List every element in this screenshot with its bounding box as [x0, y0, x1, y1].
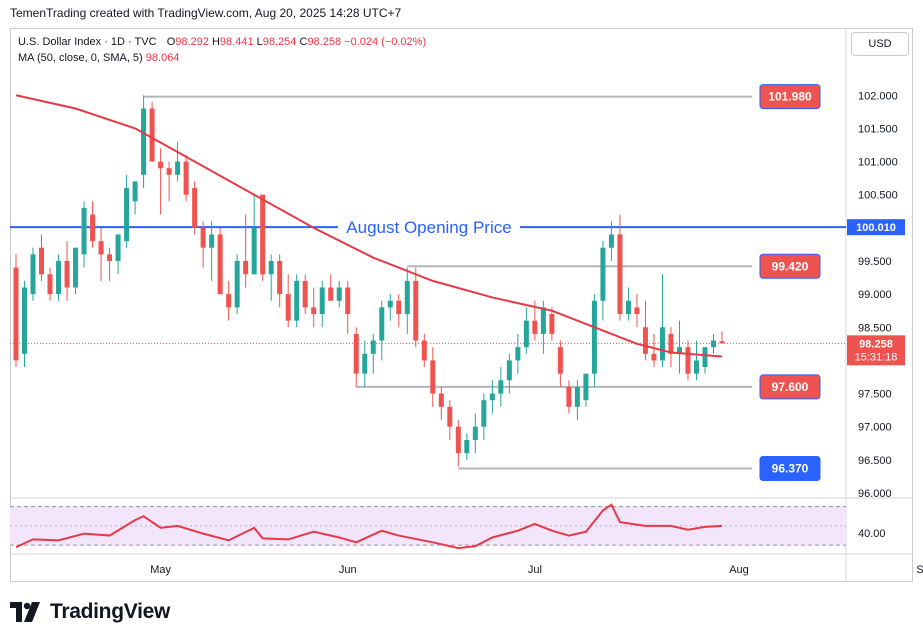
ma-label[interactable]: MA (50, close, 0, SMA, 5) — [18, 52, 143, 64]
symbol-legend: U.S. Dollar Index · 1D · TVC O98.292 H98… — [18, 36, 426, 48]
symbol-name[interactable]: U.S. Dollar Index · 1D · TVC — [18, 36, 157, 48]
high-value: 98.441 — [219, 36, 254, 48]
change-value: −0.024 (−0.02%) — [344, 36, 427, 48]
currency-button[interactable]: USD — [851, 32, 909, 56]
open-value: 98.292 — [175, 36, 209, 48]
tradingview-icon — [10, 602, 40, 622]
time-tick-label: Sep — [916, 564, 923, 576]
high-label: H — [211, 36, 220, 48]
close-label: C — [299, 36, 308, 48]
low-label: L — [256, 36, 263, 48]
rsi-label[interactable]: RSI (14, close) — [18, 506, 91, 518]
rsi-value: 50.05 — [93, 506, 122, 518]
open-label: O — [166, 36, 176, 48]
low-value: 98.254 — [262, 36, 297, 48]
close-value: 98.258 — [307, 36, 342, 48]
brand-name: TradingView — [50, 600, 171, 623]
ma-legend: MA (50, close, 0, SMA, 5) 98.064 — [18, 52, 179, 64]
ma-value: 98.064 — [145, 52, 180, 64]
tradingview-logo[interactable]: TradingView — [10, 600, 170, 624]
chart-attribution: TemenTrading created with TradingView.co… — [10, 6, 402, 20]
chart-frame — [10, 28, 913, 582]
rsi-legend: RSI (14, close) 50.05 — [18, 506, 121, 518]
